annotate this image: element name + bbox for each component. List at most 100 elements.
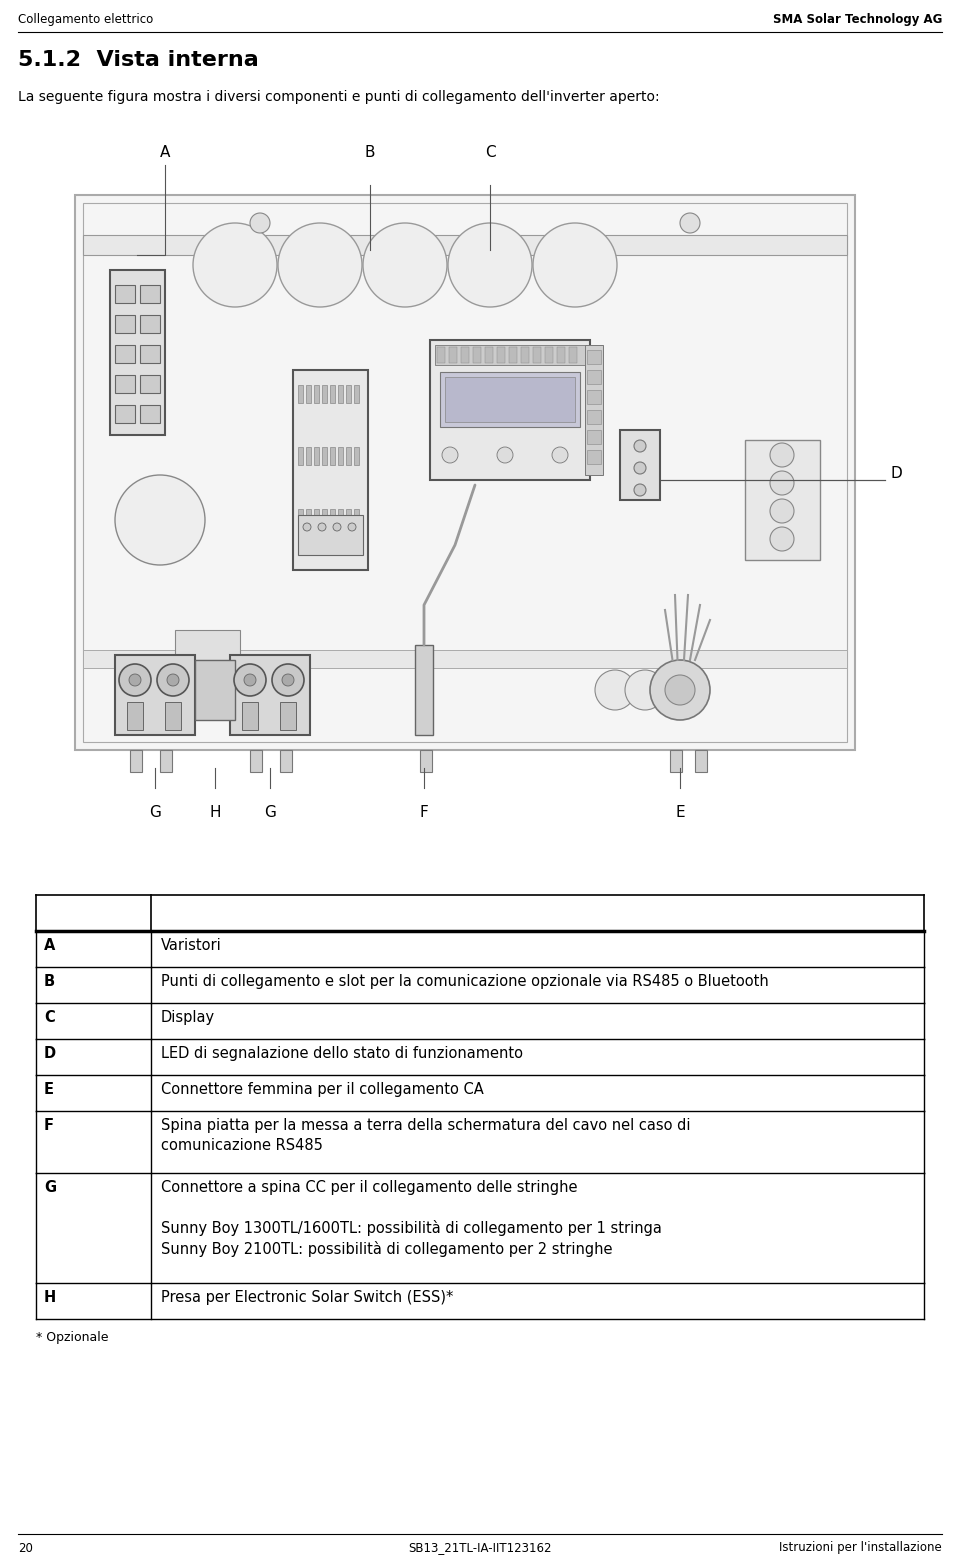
Bar	[509, 347, 517, 363]
Circle shape	[234, 665, 266, 696]
Bar	[230, 655, 310, 735]
Bar	[322, 508, 327, 527]
Circle shape	[115, 475, 205, 565]
Circle shape	[278, 224, 362, 307]
Bar	[330, 508, 335, 527]
Bar	[346, 447, 351, 465]
Bar	[569, 347, 577, 363]
Bar	[587, 389, 601, 404]
Bar	[293, 371, 368, 569]
Bar	[338, 447, 343, 465]
Text: * Opzionale: * Opzionale	[36, 1331, 108, 1343]
Bar	[280, 702, 296, 730]
Bar	[242, 702, 258, 730]
Bar	[140, 375, 160, 393]
Text: SB13_21TL-IA-IIT123162: SB13_21TL-IA-IIT123162	[408, 1542, 552, 1555]
Circle shape	[625, 669, 665, 710]
Bar	[354, 508, 359, 527]
Text: F: F	[420, 805, 428, 820]
Circle shape	[533, 224, 617, 307]
Bar	[587, 371, 601, 385]
Circle shape	[363, 224, 447, 307]
Circle shape	[448, 224, 532, 307]
Circle shape	[634, 461, 646, 474]
Bar	[461, 347, 469, 363]
Text: D: D	[44, 1046, 56, 1060]
Bar	[587, 430, 601, 444]
Bar	[298, 447, 303, 465]
Bar	[745, 439, 820, 560]
Circle shape	[665, 676, 695, 705]
Bar	[306, 508, 311, 527]
Bar	[130, 751, 142, 773]
Text: A: A	[159, 145, 170, 160]
Circle shape	[272, 665, 304, 696]
Bar	[695, 751, 707, 773]
Text: LED di segnalazione dello stato di funzionamento: LED di segnalazione dello stato di funzi…	[161, 1046, 523, 1060]
Bar	[110, 271, 165, 435]
Text: G: G	[264, 805, 276, 820]
Bar	[160, 751, 172, 773]
Bar	[115, 655, 195, 735]
Text: Collegamento elettrico: Collegamento elettrico	[18, 14, 154, 27]
Circle shape	[157, 665, 189, 696]
Circle shape	[348, 522, 356, 532]
Bar	[346, 508, 351, 527]
Text: SMA Solar Technology AG: SMA Solar Technology AG	[773, 14, 942, 27]
Text: B: B	[44, 974, 55, 988]
Text: Oggetto: Oggetto	[44, 901, 111, 917]
Bar	[533, 347, 541, 363]
Bar	[115, 375, 135, 393]
Text: Varistori: Varistori	[161, 938, 222, 952]
Circle shape	[333, 522, 341, 532]
Bar	[587, 450, 601, 465]
Bar	[420, 751, 432, 773]
Circle shape	[193, 224, 277, 307]
Circle shape	[303, 522, 311, 532]
Bar	[195, 660, 235, 719]
Bar	[445, 377, 575, 422]
Bar	[306, 447, 311, 465]
Text: Istruzioni per l'installazione: Istruzioni per l'installazione	[780, 1542, 942, 1555]
Text: G: G	[44, 1179, 56, 1195]
Bar	[314, 385, 319, 404]
Bar	[115, 346, 135, 363]
Bar	[330, 447, 335, 465]
Circle shape	[497, 447, 513, 463]
Text: Presa per Electronic Solar Switch (ESS)*: Presa per Electronic Solar Switch (ESS)*	[161, 1290, 453, 1304]
Bar	[430, 339, 590, 480]
Text: Descrizione: Descrizione	[161, 901, 256, 917]
Bar	[298, 385, 303, 404]
Bar	[298, 515, 363, 555]
Bar	[140, 314, 160, 333]
Circle shape	[770, 527, 794, 551]
Bar	[354, 385, 359, 404]
Bar	[115, 314, 135, 333]
Bar	[83, 651, 847, 668]
Bar	[83, 235, 847, 255]
Text: B: B	[365, 145, 375, 160]
Bar	[620, 430, 660, 500]
Circle shape	[442, 447, 458, 463]
Bar	[115, 405, 135, 422]
Bar	[346, 385, 351, 404]
Circle shape	[318, 522, 326, 532]
Bar	[36, 895, 924, 931]
Text: A: A	[44, 938, 56, 952]
Text: F: F	[44, 1118, 54, 1132]
Bar	[354, 447, 359, 465]
Bar	[585, 346, 603, 475]
Circle shape	[552, 447, 568, 463]
Bar	[127, 702, 143, 730]
Text: Display: Display	[161, 1010, 215, 1024]
Bar	[140, 346, 160, 363]
Bar	[298, 508, 303, 527]
Text: G: G	[149, 805, 161, 820]
Circle shape	[167, 674, 179, 687]
Circle shape	[129, 674, 141, 687]
Bar	[83, 203, 847, 741]
Circle shape	[770, 499, 794, 522]
Bar	[587, 410, 601, 424]
Bar	[437, 347, 445, 363]
Bar	[250, 751, 262, 773]
